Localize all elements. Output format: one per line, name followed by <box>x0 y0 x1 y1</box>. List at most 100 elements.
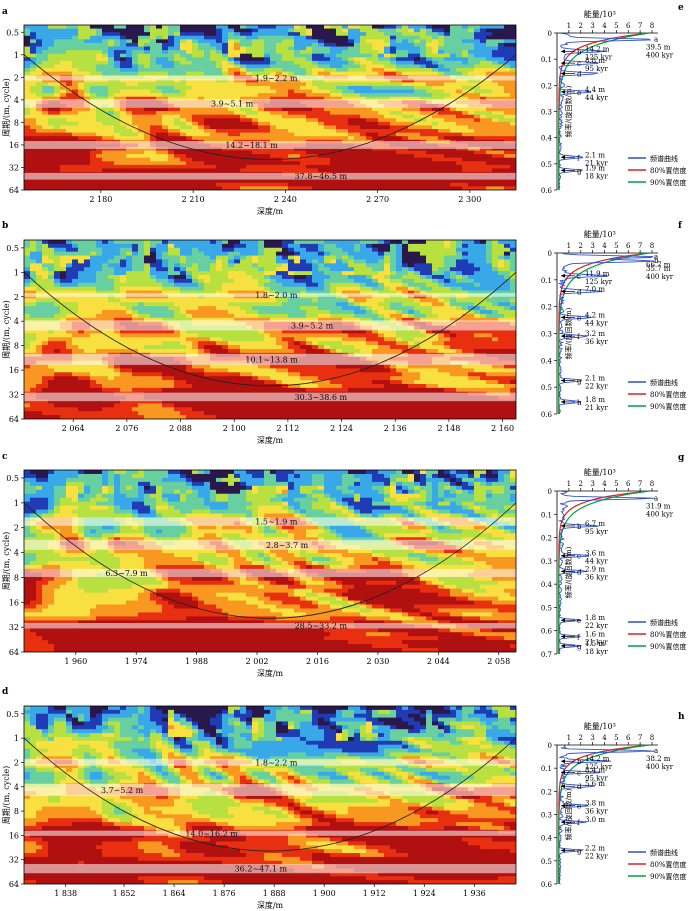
y-tick-label: 8 <box>14 807 19 816</box>
y-tick-label: 0.3 <box>541 812 552 820</box>
period-band <box>24 784 516 796</box>
period-band <box>24 75 516 81</box>
peak-letter: g <box>577 167 582 175</box>
band-label: 3.9~5.1 m <box>211 99 254 108</box>
x-tick-label: 2 058 <box>487 657 510 666</box>
x-tick-label: 6 <box>626 242 631 250</box>
x-tick-label: 8 <box>650 242 654 250</box>
y-tick-label: 0.1 <box>541 56 552 64</box>
y-tick-label: 64 <box>9 415 19 424</box>
y-tick-label: 0.4 <box>541 581 553 589</box>
peak-letter: g <box>577 643 582 651</box>
y-tick-label: 0.1 <box>541 765 552 773</box>
y-tick-label: 1 <box>14 499 19 508</box>
x-axis-title: 能量/10³ <box>584 229 616 239</box>
x-tick-label: 3 <box>590 734 594 742</box>
x-tick-label: 4 <box>602 480 607 488</box>
y-tick-label: 0.5 <box>6 710 19 719</box>
band-label: 2.8~3.7 m <box>266 541 309 550</box>
x-tick-label: 2 <box>579 22 583 30</box>
legend-entry: 频谱曲线 <box>650 154 678 163</box>
period-band <box>24 172 516 180</box>
x-tick-label: 2 112 <box>276 424 299 433</box>
y-tick-label: 8 <box>14 342 19 351</box>
peak-letter: d <box>577 288 582 296</box>
peak-label: 11.9 m 125 kyr <box>585 270 613 286</box>
peak-label: 66.7 m <box>646 261 671 269</box>
x-axis-title: 深度/m <box>257 435 284 445</box>
x-tick-label: 6 <box>626 22 631 30</box>
x-tick-label: 2 <box>579 242 583 250</box>
y-tick-label: 0.3 <box>541 331 552 339</box>
x-axis-title: 深度/m <box>257 668 284 678</box>
y-tick-label: 64 <box>9 648 19 657</box>
y-axis-title: 周期/(m, cycle) <box>2 532 11 590</box>
cone-of-influence <box>24 271 516 387</box>
y-tick-label: 0.5 <box>541 858 552 866</box>
peak-label: 3.8 m 36 kyr <box>585 800 608 816</box>
y-tick-label: 0.4 <box>541 835 553 843</box>
period-band <box>24 830 516 836</box>
y-tick-label: 0.6 <box>541 187 553 195</box>
y-tick-label: 16 <box>9 598 19 607</box>
y-tick-label: 1 <box>14 268 19 277</box>
peak-letter: f <box>577 819 581 827</box>
x-tick-label: 1 <box>567 734 571 742</box>
y-tick-label: 32 <box>9 391 19 400</box>
spectrum-curve <box>557 252 655 415</box>
x-tick-label: 1 876 <box>213 889 236 898</box>
x-tick-label: 2 210 <box>182 195 205 204</box>
y-tick-label: 0.3 <box>541 558 552 566</box>
period-band <box>24 758 516 766</box>
y-axis-title: 周期/(m, cycle) <box>2 766 11 824</box>
panel-label: h <box>678 712 685 722</box>
spectrum-curve <box>557 32 652 191</box>
x-tick-label: 2 148 <box>437 424 460 433</box>
y-tick-label: 0.5 <box>541 384 552 392</box>
x-tick-label: 3 <box>590 242 594 250</box>
peak-label: 2.1 m 21 kyr <box>585 151 608 167</box>
wavelet-power-field <box>24 240 516 419</box>
peak-letter: f <box>577 333 581 341</box>
peak-label: 1.8 m 21 kyr <box>585 396 608 412</box>
spectrum-panel-e: 1 2 3 4 5 6 7 8 能量/10³ 0 0.1 0.2 0.3 0.4 0.5 0.6 频率/(旋回数… <box>541 3 687 195</box>
peak-letter: c <box>577 769 581 777</box>
peak-letter: a <box>654 36 658 44</box>
x-tick-label: 2 <box>579 480 583 488</box>
peak-label: 3.2 m 36 kyr <box>585 330 608 346</box>
y-tick-label: 32 <box>9 623 19 632</box>
peak-letter: e <box>577 89 581 97</box>
wavelet-panel-d: 1.8~2.2 m 3.7~5.2 m 14.0~16.2 m 36.2~47.1 m… <box>2 687 517 910</box>
period-band <box>24 141 516 149</box>
band-label: 14.2~18.1 m <box>225 141 278 150</box>
y-tick-label: 0.3 <box>541 109 552 117</box>
y-tick-label: 0.6 <box>541 628 553 636</box>
peak-label: 1.5 m 18 kyr <box>585 640 608 656</box>
x-tick-label: 7 <box>638 480 642 488</box>
legend-entry: 频谱曲线 <box>650 848 678 857</box>
x-tick-label: 1 936 <box>463 889 486 898</box>
y-tick-label: 4 <box>14 783 19 792</box>
cone-of-influence <box>24 737 516 852</box>
y-tick-label: 2 <box>14 293 19 302</box>
y-axis-title: 频率/(旋回数/m) <box>564 307 573 359</box>
band-label: 28.5~33.2 m <box>295 622 348 631</box>
peak-letter: g <box>577 847 582 855</box>
x-tick-label: 1 <box>567 242 571 250</box>
x-tick-label: 1 924 <box>413 889 436 898</box>
x-tick-label: 3 <box>590 480 594 488</box>
peak-label: 2.2 m 22 kyr <box>585 844 608 860</box>
spectrum-curve <box>557 490 655 655</box>
y-tick-label: 0.5 <box>541 161 552 169</box>
y-tick-label: 0.4 <box>541 357 553 365</box>
y-axis-title: 频率/(旋回数/m) <box>564 546 573 598</box>
y-tick-label: 0.5 <box>541 604 552 612</box>
x-tick-label: 2 136 <box>384 424 407 433</box>
legend-entry: 频谱曲线 <box>650 378 678 387</box>
y-tick-label: 2 <box>14 524 19 533</box>
peak-letter: h <box>577 399 582 407</box>
x-tick-label: 8 <box>650 734 654 742</box>
peak-label: 1.9 m 18 kyr <box>585 164 608 180</box>
peak-label: 4.4 m 44 kyr <box>585 86 608 102</box>
x-axis-title: 能量/10³ <box>584 721 616 731</box>
